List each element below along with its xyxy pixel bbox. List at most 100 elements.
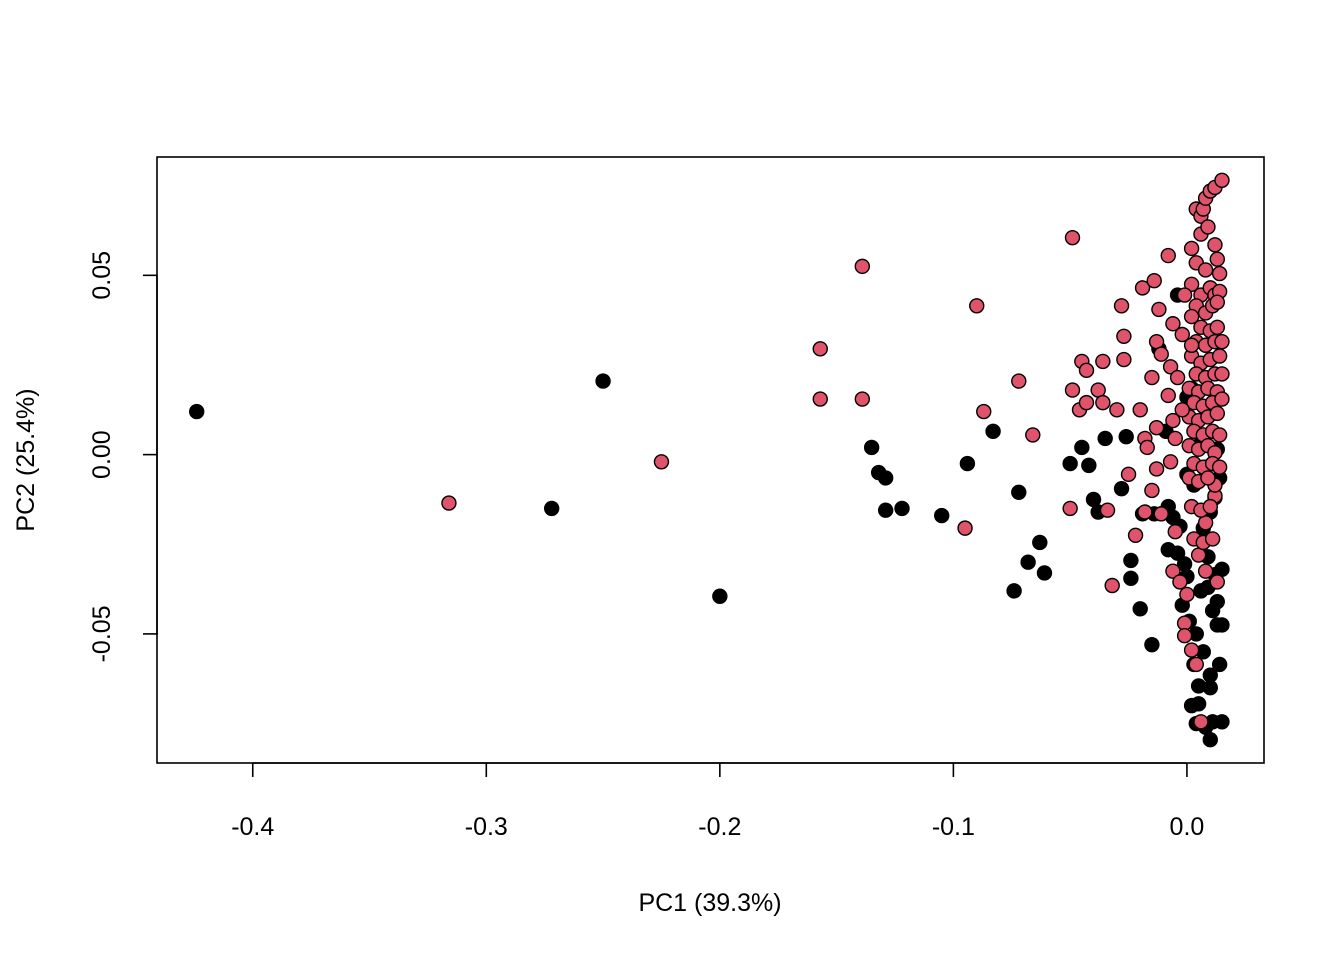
data-point-red: [1148, 420, 1165, 436]
data-point-red: [854, 258, 871, 275]
data-point-red: [1109, 402, 1125, 418]
data-point-red: [1183, 308, 1200, 325]
data-point-black: [1081, 457, 1097, 474]
data-point-red: [1169, 369, 1186, 386]
data-point-red: [441, 495, 457, 511]
data-point-red: [1132, 402, 1148, 418]
data-point-red: [1204, 531, 1221, 547]
data-point-black: [877, 502, 894, 518]
data-point-red: [1167, 524, 1183, 540]
data-point-black: [1123, 552, 1139, 569]
data-point-red: [1188, 656, 1204, 673]
plot-frame: [156, 156, 1265, 764]
data-point-red: [1207, 237, 1223, 253]
data-point-red: [1183, 240, 1200, 257]
data-point-black: [543, 500, 560, 517]
data-point-black: [189, 403, 205, 420]
data-point-red: [1165, 563, 1181, 579]
data-point-black: [959, 455, 976, 472]
data-point-red: [812, 341, 828, 357]
data-point-black: [1214, 714, 1230, 730]
data-point-black: [1097, 430, 1113, 447]
data-point-red: [957, 520, 973, 536]
data-point-red: [1113, 298, 1130, 314]
data-point-black: [1036, 565, 1053, 581]
data-point-red: [1162, 454, 1179, 470]
y-tick-label: 0.00: [88, 430, 116, 479]
data-point-red: [1134, 280, 1151, 296]
data-point-red: [1162, 359, 1179, 375]
data-point-black: [1062, 455, 1078, 472]
data-point-red: [1214, 391, 1230, 407]
data-point-red: [1214, 172, 1230, 189]
x-tick-label: 0.0: [1170, 813, 1205, 841]
data-point-red: [1197, 262, 1214, 278]
data-point-red: [1183, 642, 1200, 658]
data-point-red: [1172, 574, 1188, 590]
data-point-red: [1095, 394, 1111, 411]
x-tick-label: -0.4: [231, 813, 274, 841]
data-point-black: [1202, 731, 1218, 748]
data-point-red: [1099, 502, 1116, 518]
data-point-red: [1165, 412, 1181, 429]
data-point-red: [1209, 251, 1225, 267]
data-point-black: [1214, 617, 1230, 633]
data-point-red: [1062, 500, 1078, 517]
data-point-red: [1064, 382, 1081, 398]
data-point-red: [1183, 337, 1200, 353]
data-point-black: [1020, 554, 1036, 570]
data-point-red: [1104, 577, 1120, 594]
data-point-red: [1160, 387, 1176, 404]
data-point-red: [1209, 294, 1225, 310]
data-point-black: [595, 373, 611, 389]
data-point-red: [1116, 328, 1132, 344]
data-point-red: [1146, 273, 1162, 289]
data-point-red: [1144, 482, 1160, 499]
data-point-black: [1118, 428, 1134, 445]
data-point-red: [1139, 439, 1155, 456]
data-point-black: [894, 500, 910, 517]
data-point-black: [1074, 439, 1090, 456]
data-point-black: [934, 507, 950, 524]
data-point-black: [877, 470, 894, 486]
y-tick-label: -0.05: [88, 605, 116, 662]
data-point-red: [1078, 362, 1095, 379]
data-point-red: [1211, 427, 1228, 443]
data-point-red: [1197, 563, 1214, 579]
data-point-red: [1200, 470, 1216, 486]
data-point-red: [1120, 466, 1137, 483]
data-point-red: [1153, 346, 1169, 362]
data-point-black: [1202, 679, 1218, 696]
data-point-red: [1148, 461, 1165, 477]
data-point-red: [1011, 373, 1027, 389]
data-point-red: [1211, 459, 1228, 475]
data-point-black: [1011, 484, 1027, 500]
x-axis-title: PC1 (39.3%): [638, 889, 781, 917]
data-point-red: [1116, 351, 1132, 368]
data-point-red: [653, 454, 670, 470]
data-point-red: [1095, 353, 1111, 370]
x-tick-label: -0.2: [698, 813, 741, 841]
data-point-black: [1113, 480, 1130, 497]
data-point-black: [863, 439, 880, 456]
data-point-red: [1211, 265, 1228, 282]
points-layer: [189, 172, 1230, 748]
data-point-red: [1179, 586, 1195, 603]
y-axis-title: PC2 (25.4%): [12, 388, 40, 531]
data-point-black: [1132, 601, 1148, 617]
data-point-black: [985, 423, 1001, 440]
data-point-red: [1137, 504, 1153, 520]
data-point-red: [1174, 402, 1190, 418]
data-point-red: [1153, 506, 1169, 522]
data-point-black: [1209, 593, 1225, 610]
data-point-red: [1176, 628, 1193, 644]
data-point-red: [812, 391, 828, 407]
data-point-red: [1174, 326, 1190, 343]
data-point-red: [1167, 430, 1183, 447]
data-point-red: [1183, 276, 1200, 292]
data-point-red: [1151, 301, 1167, 318]
data-point-red: [1202, 498, 1218, 515]
data-point-red: [1209, 319, 1225, 336]
data-point-red: [854, 391, 871, 407]
data-point-red: [1165, 316, 1181, 332]
